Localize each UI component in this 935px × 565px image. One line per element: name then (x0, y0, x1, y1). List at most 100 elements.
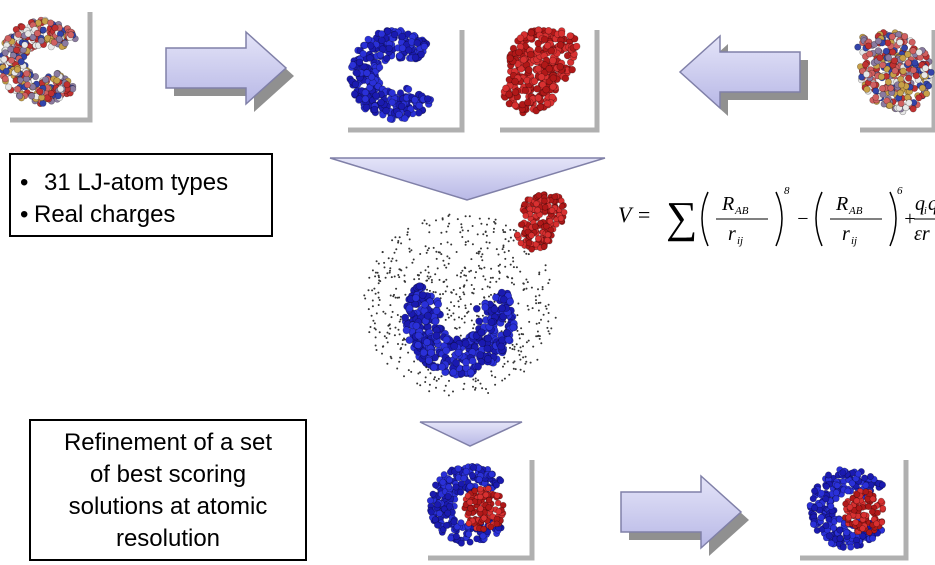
box-line: of best scoring (90, 461, 246, 488)
atom (535, 192, 543, 199)
probe-dot (474, 380, 477, 383)
probe-dot (514, 368, 517, 371)
atom (398, 32, 406, 41)
atom (8, 56, 16, 64)
probe-dot (364, 297, 367, 300)
atom (511, 101, 519, 110)
atom (502, 84, 510, 93)
probe-dot (394, 236, 397, 239)
probe-dot (464, 215, 467, 218)
probe-dot (426, 275, 429, 278)
probe-dot (458, 316, 460, 319)
box-line: Refinement of a set (64, 429, 272, 456)
atom (404, 85, 413, 94)
atom (538, 81, 547, 89)
probe-dot (485, 234, 488, 237)
probe-dot (476, 233, 479, 236)
bullet-box: • 31 LJ-atom types • Real charges (9, 153, 273, 237)
probe-dot (399, 348, 402, 351)
probe-dot (475, 271, 477, 274)
atom (879, 91, 887, 99)
probe-dot (530, 286, 533, 289)
bullet-text: Real charges (34, 201, 175, 228)
atom (927, 68, 935, 76)
atom (17, 58, 25, 66)
probe-dot (503, 251, 506, 254)
atom (420, 300, 429, 309)
atom (519, 55, 528, 64)
probe-dot (445, 266, 448, 269)
atom (398, 102, 406, 111)
protein (461, 485, 507, 533)
probe-dot (471, 225, 474, 227)
atom (477, 485, 484, 493)
atom (13, 46, 21, 54)
frame (348, 30, 465, 133)
atom (864, 42, 872, 50)
probe-dot (400, 242, 403, 245)
probe-dot (433, 378, 436, 381)
probe-dot (464, 243, 467, 246)
probe-dot (525, 278, 528, 281)
protein (0, 16, 79, 108)
atom (466, 538, 474, 546)
atom (835, 515, 843, 523)
probe-dot (488, 295, 490, 298)
probe-dot (407, 369, 410, 372)
atom (28, 92, 36, 100)
probe-dot (452, 390, 454, 393)
probe-dot (525, 252, 528, 255)
atom (869, 495, 877, 503)
atom (462, 467, 470, 475)
arrow-right (620, 474, 743, 550)
probe-dot (393, 251, 396, 254)
probe-dot (373, 287, 376, 290)
atom (355, 58, 364, 67)
atom (877, 497, 885, 505)
probe-dot (421, 222, 424, 225)
atom (544, 236, 551, 244)
atom (457, 519, 465, 527)
atom (411, 96, 419, 104)
probe-dot (497, 253, 500, 256)
probe-dot (379, 280, 382, 283)
atom (861, 61, 869, 69)
atom (866, 50, 874, 58)
box (29, 419, 307, 561)
atom (497, 342, 506, 351)
atom (824, 471, 832, 479)
probe-dot (472, 378, 475, 381)
probe-dot (547, 330, 550, 333)
atom (435, 509, 443, 517)
probe-dot (463, 321, 466, 324)
probe-dot (460, 226, 463, 229)
formula-exp: 8 (784, 185, 790, 197)
probe-dot (397, 343, 399, 345)
probe-dot (480, 247, 482, 250)
probe-dot (448, 379, 450, 382)
atom (1, 75, 9, 83)
atom (483, 354, 492, 363)
probe-dot (512, 266, 515, 269)
probe-dot (424, 376, 427, 379)
probe-dot (540, 342, 543, 345)
probe-dot (503, 356, 506, 359)
atom (827, 539, 835, 547)
probe-dot (404, 293, 407, 296)
atom (891, 67, 899, 75)
atom (852, 518, 860, 526)
probe-dot (463, 315, 466, 318)
probe-dot (452, 288, 455, 291)
atom (378, 30, 386, 38)
probe-dot (387, 324, 390, 327)
formula-sub: ij (851, 235, 857, 247)
frame (10, 12, 93, 123)
probe-dot (459, 231, 462, 234)
probe-dot (374, 336, 377, 339)
atom (445, 476, 453, 484)
atom (497, 304, 506, 313)
probe-dot (455, 251, 458, 253)
probe-dot (512, 229, 515, 231)
atom (909, 105, 917, 113)
probe-dot (434, 273, 437, 276)
